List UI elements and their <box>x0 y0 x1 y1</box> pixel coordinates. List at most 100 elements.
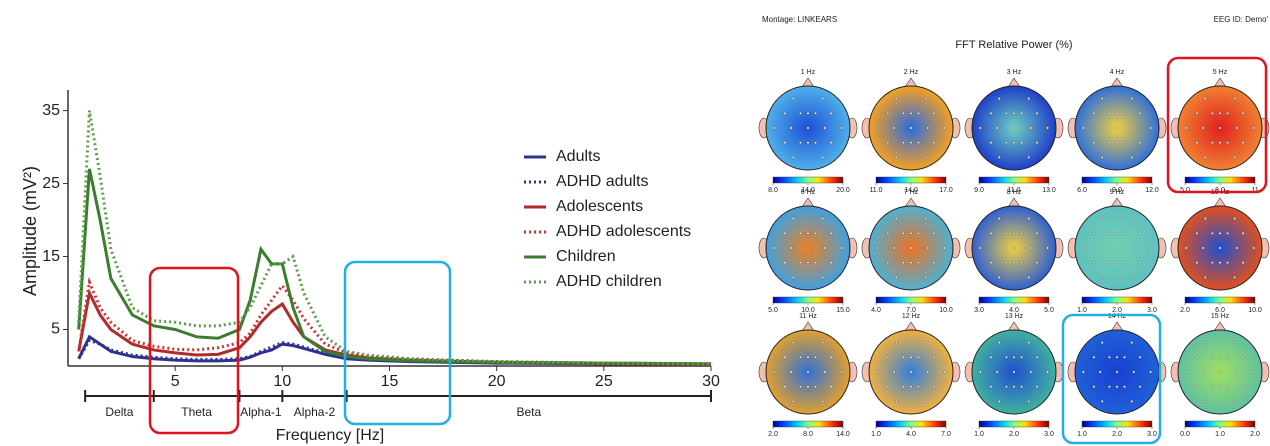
electrode <box>1035 355 1039 359</box>
electrode <box>799 111 802 115</box>
electrode <box>989 111 993 115</box>
electrode <box>799 385 802 389</box>
colorbar-label: 8.0 <box>768 187 778 194</box>
electrode <box>1211 385 1214 389</box>
electrode <box>789 126 793 130</box>
electrode <box>1226 141 1229 145</box>
electrode <box>789 370 793 374</box>
highlight-box <box>1166 56 1268 194</box>
electrode <box>1100 97 1104 101</box>
colorbar <box>875 176 947 184</box>
colorbar-label: 2.0 <box>768 431 778 438</box>
electrode <box>917 111 920 115</box>
electrode <box>917 385 920 389</box>
electrode <box>917 355 920 359</box>
colorbar-label: 1.0 <box>1077 307 1087 314</box>
electrode <box>1203 399 1207 403</box>
electrode <box>989 261 993 265</box>
colorbar-label: 20.0 <box>836 187 850 194</box>
electrode <box>876 246 879 250</box>
electrode <box>1108 141 1111 145</box>
panel-title: 1 Hz <box>801 69 816 76</box>
electrode <box>876 126 879 130</box>
electrode <box>924 97 928 101</box>
electrode <box>1226 111 1229 115</box>
electrode <box>932 141 936 145</box>
electrode <box>902 261 905 265</box>
colorbar-label: 17.0 <box>939 187 953 194</box>
electrode <box>1027 399 1031 403</box>
electrode <box>902 355 905 359</box>
x-tick-label: 20 <box>488 373 506 390</box>
electrode <box>1138 355 1142 359</box>
panel-title: 6 Hz <box>801 189 816 196</box>
electrode <box>821 399 825 403</box>
x-axis-label: Frequency [Hz] <box>276 427 384 444</box>
panel-title: 14 Hz <box>1108 313 1127 320</box>
electrode <box>1029 246 1033 250</box>
colorbar-label: 4.0 <box>871 307 881 314</box>
electrode <box>902 231 905 235</box>
electrode <box>892 126 896 130</box>
electrode <box>1012 141 1016 145</box>
colorbar-label: 5.0 <box>1044 307 1054 314</box>
electrode <box>1035 261 1039 265</box>
electrode <box>806 141 810 145</box>
electrode <box>1195 231 1199 235</box>
colorbar <box>978 296 1050 304</box>
electrode <box>1149 246 1153 250</box>
electrode <box>1108 231 1111 235</box>
electrode <box>1012 246 1016 250</box>
x-tick-label: 30 <box>702 373 720 390</box>
colorbar-label: 8.0 <box>1215 187 1225 194</box>
colorbar <box>875 420 947 428</box>
colorbar <box>1081 176 1153 184</box>
electrode <box>894 275 898 279</box>
electrode <box>1218 111 1222 115</box>
electrode <box>1218 355 1222 359</box>
colorbar-label: 5.0 <box>1180 187 1190 194</box>
electrode <box>1132 126 1136 130</box>
colorbar-label: 3.0 <box>974 307 984 314</box>
band-label: Alpha-1 <box>240 405 282 419</box>
electrode <box>1233 97 1237 101</box>
electrode <box>1098 370 1102 374</box>
y-tick-label: 5 <box>51 321 60 338</box>
electrode <box>840 246 843 250</box>
electrode <box>995 246 999 250</box>
electrode <box>989 141 993 145</box>
colorbar-label: 1.0 <box>1215 431 1225 438</box>
electrode <box>814 141 817 145</box>
electrode <box>1098 246 1102 250</box>
electrode <box>1098 126 1102 130</box>
electrode <box>909 385 913 389</box>
panel-title: 2 Hz <box>904 69 919 76</box>
electrode <box>1195 261 1199 265</box>
electrode <box>1005 261 1008 265</box>
electrode <box>902 111 905 115</box>
electrode <box>1115 385 1119 389</box>
electrode <box>886 111 890 115</box>
y-tick-label: 25 <box>42 175 60 192</box>
electrode <box>997 341 1001 344</box>
electrode <box>840 126 843 130</box>
electrode <box>1020 385 1023 389</box>
highlight-box <box>1061 313 1162 445</box>
electrode <box>924 275 928 279</box>
electrode <box>909 261 913 265</box>
electrode <box>1233 217 1237 221</box>
colorbar-label: 1.0 <box>1077 431 1087 438</box>
electrode <box>989 355 993 359</box>
electrode <box>979 126 982 130</box>
legend-label: ADHD adults <box>556 173 648 190</box>
electrode <box>821 217 825 221</box>
electrode <box>1115 141 1119 145</box>
electrode <box>1218 261 1222 265</box>
colorbar-label: 7.0 <box>941 431 951 438</box>
electrode <box>1115 231 1119 235</box>
electrode <box>783 261 787 265</box>
electrode <box>932 231 936 235</box>
electrode <box>1092 141 1096 145</box>
electrode <box>894 341 898 344</box>
electrode <box>1218 246 1222 250</box>
